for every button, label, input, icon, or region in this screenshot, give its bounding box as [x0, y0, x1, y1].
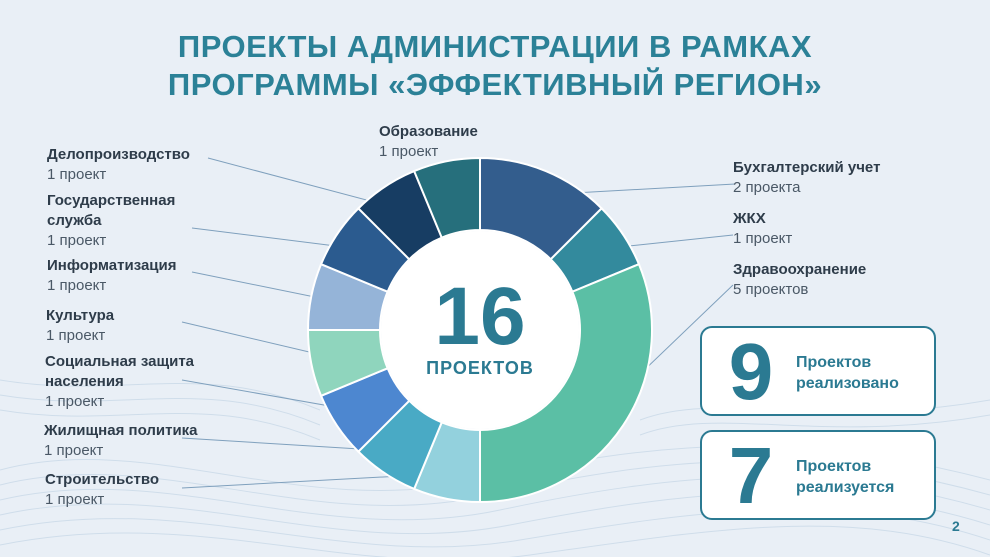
- label-count: 1 проект: [45, 491, 105, 508]
- label-gos-sluzhba: Государственная служба 1 проект: [47, 191, 175, 251]
- label-name: Культура: [46, 307, 115, 324]
- total-projects-number: 16: [434, 271, 526, 362]
- label-name: ЖКХ: [733, 210, 766, 227]
- label-name: Жилищная политика: [44, 422, 198, 439]
- stat-text-line2: реализуется: [796, 479, 895, 496]
- label-count: 1 проект: [46, 327, 106, 344]
- stat-text-line2: реализовано: [796, 375, 899, 392]
- label-name: Здравоохранение: [733, 261, 867, 278]
- label-inform: Информатизация 1 проект: [47, 256, 177, 296]
- label-zhil-politika: Жилищная политика 1 проект: [44, 421, 198, 461]
- page-title: ПРОЕКТЫ АДМИНИСТРАЦИИ В РАМКАХ ПРОГРАММЫ…: [0, 28, 990, 104]
- label-name: Бухгалтерский учет: [733, 159, 881, 176]
- label-obrazovanie: Образование 1 проект: [379, 122, 478, 162]
- label-name: Информатизация: [47, 257, 177, 274]
- donut-segments: [306, 156, 653, 504]
- stat-number: 9: [728, 327, 774, 416]
- stat-number: 7: [728, 431, 774, 520]
- label-count: 1 проект: [379, 143, 439, 160]
- label-count: 1 проект: [47, 166, 107, 183]
- stat-card-realized: 9 Проектов реализовано: [700, 326, 936, 416]
- donut-segment-10: [412, 156, 481, 239]
- label-count: 1 проект: [47, 232, 107, 249]
- total-projects-label: ПРОЕКТОВ: [426, 358, 534, 378]
- label-count: 1 проект: [45, 393, 105, 410]
- label-zhkh: ЖКХ 1 проект: [733, 209, 792, 249]
- label-count: 5 проектов: [733, 281, 809, 298]
- label-name: Делопроизводство: [47, 146, 190, 163]
- stat-text-line1: Проектов: [796, 458, 872, 475]
- page-number: 2: [952, 518, 960, 534]
- label-stroitelstvo: Строительство 1 проект: [45, 470, 159, 510]
- donut-hole: [381, 231, 579, 429]
- label-name: Образование: [379, 123, 478, 140]
- label-kultura: Культура 1 проект: [46, 306, 114, 346]
- title-line-2: ПРОГРАММЫ «ЭФФЕКТИВНЫЙ РЕГИОН»: [167, 67, 823, 102]
- label-buhuchet: Бухгалтерский учет 2 проекта: [733, 158, 880, 198]
- label-zdrav: Здравоохранение 5 проектов: [733, 260, 866, 300]
- label-name: Государственная: [47, 192, 176, 209]
- label-delo: Делопроизводство 1 проект: [47, 145, 190, 185]
- title-line-1: ПРОЕКТЫ АДМИНИСТРАЦИИ В РАМКАХ: [177, 29, 813, 64]
- label-count: 2 проекта: [733, 179, 801, 196]
- stat-text: Проектов реализуется: [796, 456, 934, 498]
- label-name-cont: населения: [45, 373, 124, 390]
- label-name-cont: служба: [47, 212, 102, 229]
- label-count: 1 проект: [44, 442, 104, 459]
- donut-segment-2: [479, 262, 653, 504]
- label-count: 1 проект: [47, 277, 107, 294]
- stat-card-in-progress: 7 Проектов реализуется: [700, 430, 936, 520]
- label-name: Социальная защита: [45, 353, 195, 370]
- label-count: 1 проект: [733, 230, 793, 247]
- stat-text: Проектов реализовано: [796, 352, 934, 394]
- label-name: Строительство: [45, 471, 160, 488]
- label-soc-zashchita: Социальная защита населения 1 проект: [45, 352, 194, 412]
- stat-text-line1: Проектов: [796, 354, 872, 371]
